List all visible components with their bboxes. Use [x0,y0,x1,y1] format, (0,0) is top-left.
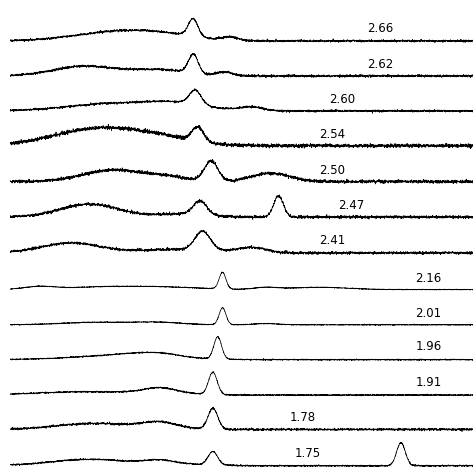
Text: 2.01: 2.01 [415,307,442,320]
Text: 2.60: 2.60 [328,93,355,106]
Text: 1.91: 1.91 [415,376,442,389]
Text: 1.78: 1.78 [290,411,316,424]
Text: 2.16: 2.16 [415,272,442,285]
Text: 2.47: 2.47 [338,199,365,212]
Text: 2.50: 2.50 [319,164,345,177]
Text: 1.75: 1.75 [295,447,321,460]
Text: 2.41: 2.41 [319,234,345,247]
Text: 2.66: 2.66 [367,22,393,35]
Text: 1.96: 1.96 [415,340,442,354]
Text: 2.62: 2.62 [367,57,393,71]
Text: 2.54: 2.54 [319,128,345,141]
